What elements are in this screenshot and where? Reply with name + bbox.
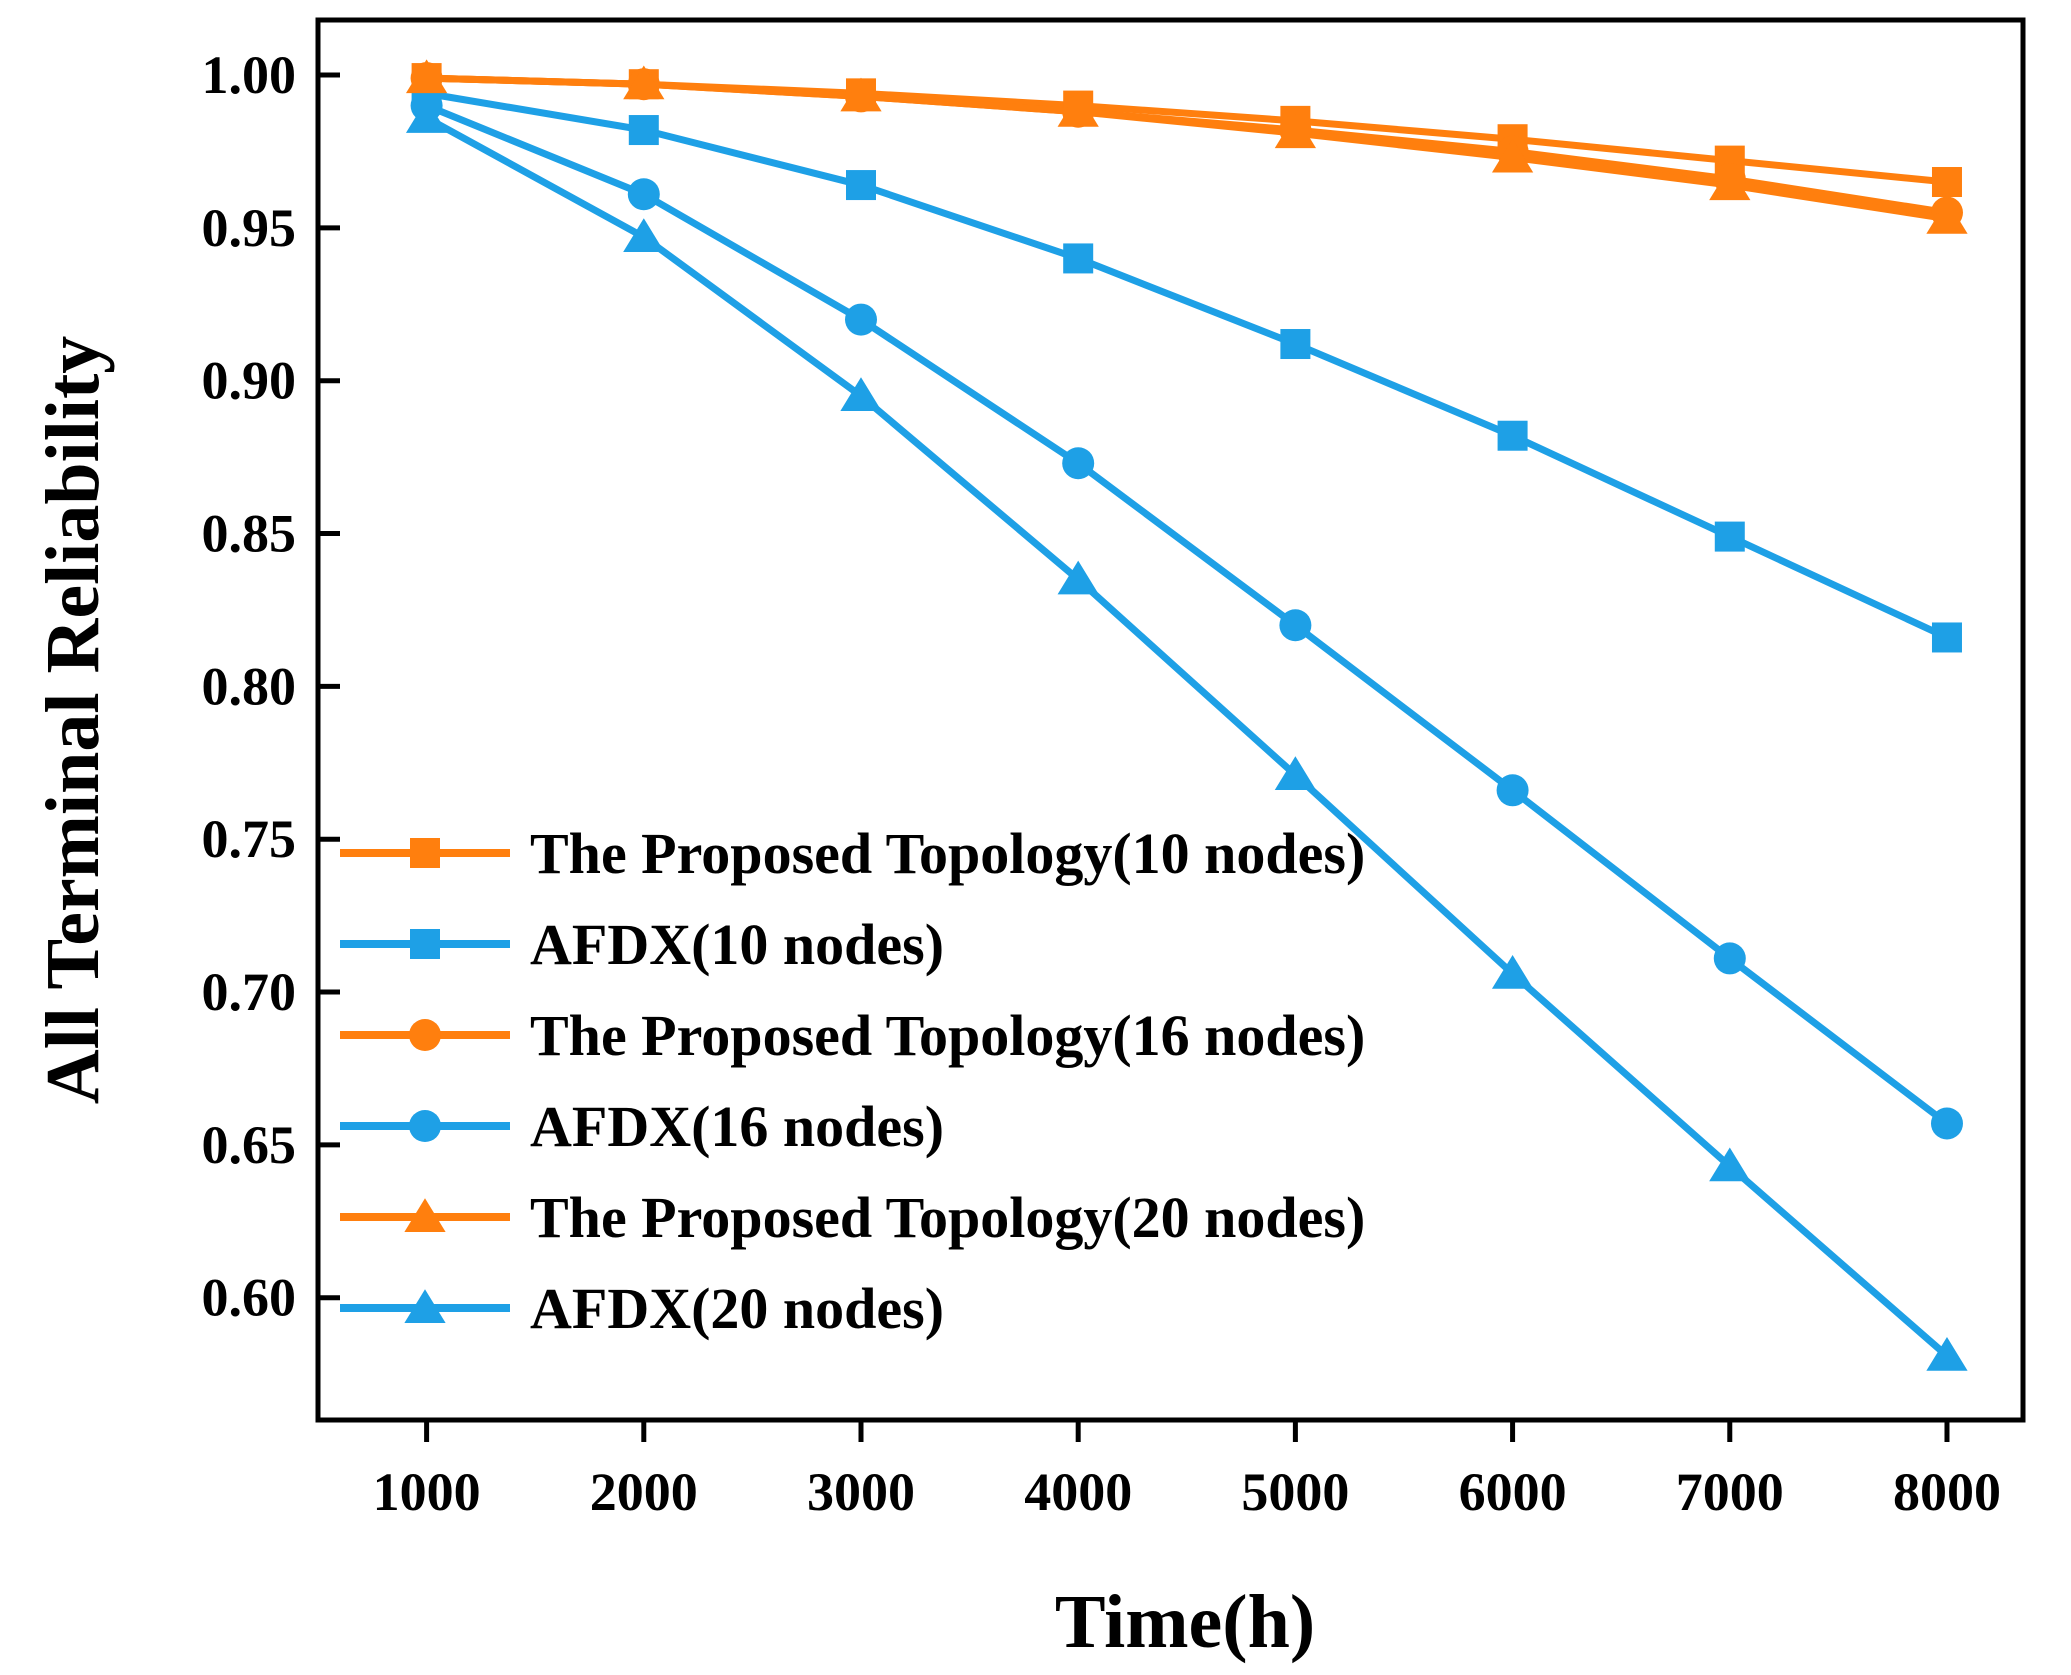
y-tick-label: 0.90: [202, 351, 297, 411]
data-point: [1491, 954, 1534, 989]
y-tick-label: 1.00: [202, 45, 297, 105]
plot-layer: [405, 59, 1968, 1371]
data-point: [623, 65, 665, 100]
series-line: [426, 74, 1948, 223]
legend-label: The Proposed Topology(20 nodes): [530, 1185, 1365, 1250]
legend-label: AFDX(20 nodes): [530, 1276, 944, 1341]
y-tick-label: 0.95: [202, 198, 297, 258]
y-tick-label: 0.65: [202, 1115, 297, 1175]
data-point: [1930, 1107, 1963, 1140]
x-tick-label: 6000: [1459, 1462, 1567, 1522]
plot-frame: [315, 17, 2026, 1423]
data-point: [1057, 92, 1099, 127]
legend-marker: [404, 1289, 446, 1323]
x-tick-label: 7000: [1676, 1462, 1784, 1522]
data-point: [623, 218, 665, 253]
legend-marker: [410, 929, 440, 959]
legend-item: AFDX(20 nodes): [340, 1276, 944, 1341]
y-tick-label: 0.75: [202, 809, 297, 869]
series-line: [424, 114, 1950, 1359]
data-point: [1926, 199, 1968, 234]
y-tick-label: 0.80: [202, 656, 297, 716]
data-point: [1274, 114, 1317, 149]
data-point: [627, 178, 660, 211]
data-point: [405, 99, 448, 133]
x-tick-label: 5000: [1241, 1462, 1349, 1522]
legend-item: AFDX(10 nodes): [340, 912, 944, 977]
data-point: [1280, 329, 1311, 360]
series-4: [410, 89, 1963, 1140]
x-tick-label: 2000: [590, 1462, 698, 1522]
x-axis: 1000 2000 3000 4000 5000 6000 7000 8000: [373, 1420, 2001, 1522]
data-point: [1931, 167, 1962, 198]
data-point: [1274, 756, 1317, 791]
data-point: [1491, 138, 1534, 173]
legend-item: The Proposed Topology(20 nodes): [340, 1185, 1365, 1250]
data-point: [1931, 622, 1962, 653]
legend-marker: [409, 1019, 441, 1051]
legend-label: The Proposed Topology(16 nodes): [530, 1003, 1365, 1068]
data-point: [1279, 609, 1312, 642]
legend-item: The Proposed Topology(16 nodes): [340, 1003, 1365, 1068]
legend-item: The Proposed Topology(10 nodes): [340, 821, 1365, 886]
data-point: [405, 59, 448, 94]
y-tick-label: 0.60: [202, 1268, 297, 1328]
data-point: [840, 377, 882, 411]
data-point: [845, 170, 876, 201]
y-axis: 0.60 0.65 0.70 0.75 0.80 0.85 0.90 0.95 1.00: [202, 45, 340, 1328]
data-point: [1926, 1337, 1968, 1371]
legend-label: The Proposed Topology(10 nodes): [530, 821, 1365, 886]
x-tick-label: 4000: [1024, 1462, 1132, 1522]
data-point: [1057, 560, 1099, 595]
data-point: [1062, 447, 1095, 480]
legend-label: AFDX(10 nodes): [530, 912, 944, 977]
data-point: [1714, 521, 1745, 552]
series-5: [405, 59, 1968, 234]
series-line: [426, 89, 1949, 641]
y-tick-label: 0.70: [202, 962, 297, 1022]
legend-marker: [409, 1110, 441, 1142]
series-line: [425, 102, 1950, 1127]
x-tick-label: 1000: [373, 1462, 481, 1522]
x-tick-label: 8000: [1893, 1462, 2001, 1522]
x-tick-label: 3000: [807, 1462, 915, 1522]
legend: The Proposed Topology(10 nodes) AFDX(10 n…: [340, 821, 1365, 1341]
x-axis-title: Time(h): [1055, 1580, 1315, 1664]
data-point: [1496, 774, 1529, 807]
y-axis-title: All Terminal Reliability: [31, 336, 115, 1105]
legend-marker: [410, 838, 440, 868]
data-point: [1709, 166, 1751, 201]
legend-marker: [404, 1198, 446, 1232]
data-point: [1497, 420, 1528, 451]
legend-label: AFDX(16 nodes): [530, 1094, 944, 1159]
data-point: [1713, 942, 1746, 975]
y-tick-label: 0.85: [202, 504, 297, 564]
data-point: [1709, 1147, 1751, 1182]
data-point: [1063, 243, 1094, 274]
data-point: [840, 77, 882, 112]
series-6: [405, 99, 1968, 1371]
data-point: [628, 115, 659, 146]
legend-item: AFDX(16 nodes): [340, 1094, 944, 1159]
data-point: [844, 303, 877, 336]
